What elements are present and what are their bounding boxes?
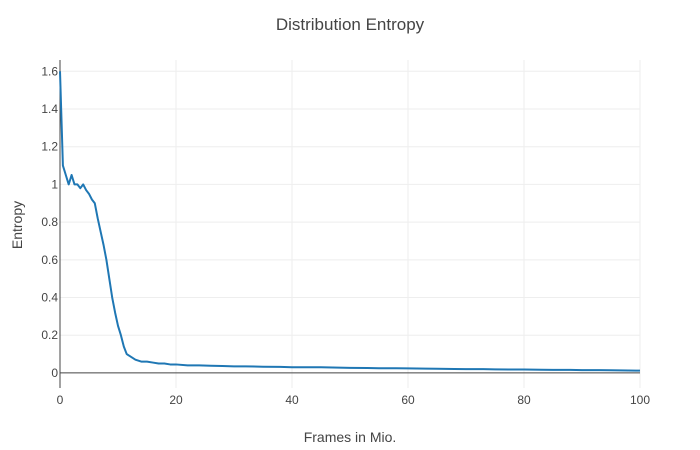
- series-line: [59, 71, 641, 372]
- y-tick-label: 1.6: [41, 64, 58, 78]
- y-tick-label: 0.8: [41, 215, 58, 229]
- x-tick-label: 60: [401, 393, 415, 407]
- y-tick-label: 1: [51, 177, 58, 191]
- chart-title: Distribution Entropy: [276, 15, 425, 34]
- tick-labels: 0 20 40 60 80 100 0 0.2 0.4 0.6 0.8 1 1.2 1.4 1.6: [41, 64, 650, 407]
- y-tick-label: 0.2: [41, 328, 58, 342]
- y-tick-label: 1.4: [41, 102, 58, 116]
- grid: [60, 60, 641, 388]
- y-tick-label: 0.4: [41, 291, 58, 305]
- y-tick-label: 0: [51, 366, 58, 380]
- x-tick-label: 100: [630, 393, 650, 407]
- x-tick-label: 20: [169, 393, 183, 407]
- x-tick-label: 0: [57, 393, 64, 407]
- x-tick-label: 40: [285, 393, 299, 407]
- series-group: [59, 71, 641, 372]
- axes: [59, 60, 640, 388]
- y-tick-label: 1.2: [41, 140, 58, 154]
- x-tick-label: 80: [517, 393, 531, 407]
- x-axis-title: Frames in Mio.: [304, 429, 397, 445]
- y-axis-title: Entropy: [9, 201, 25, 249]
- y-tick-label: 0.6: [41, 253, 58, 267]
